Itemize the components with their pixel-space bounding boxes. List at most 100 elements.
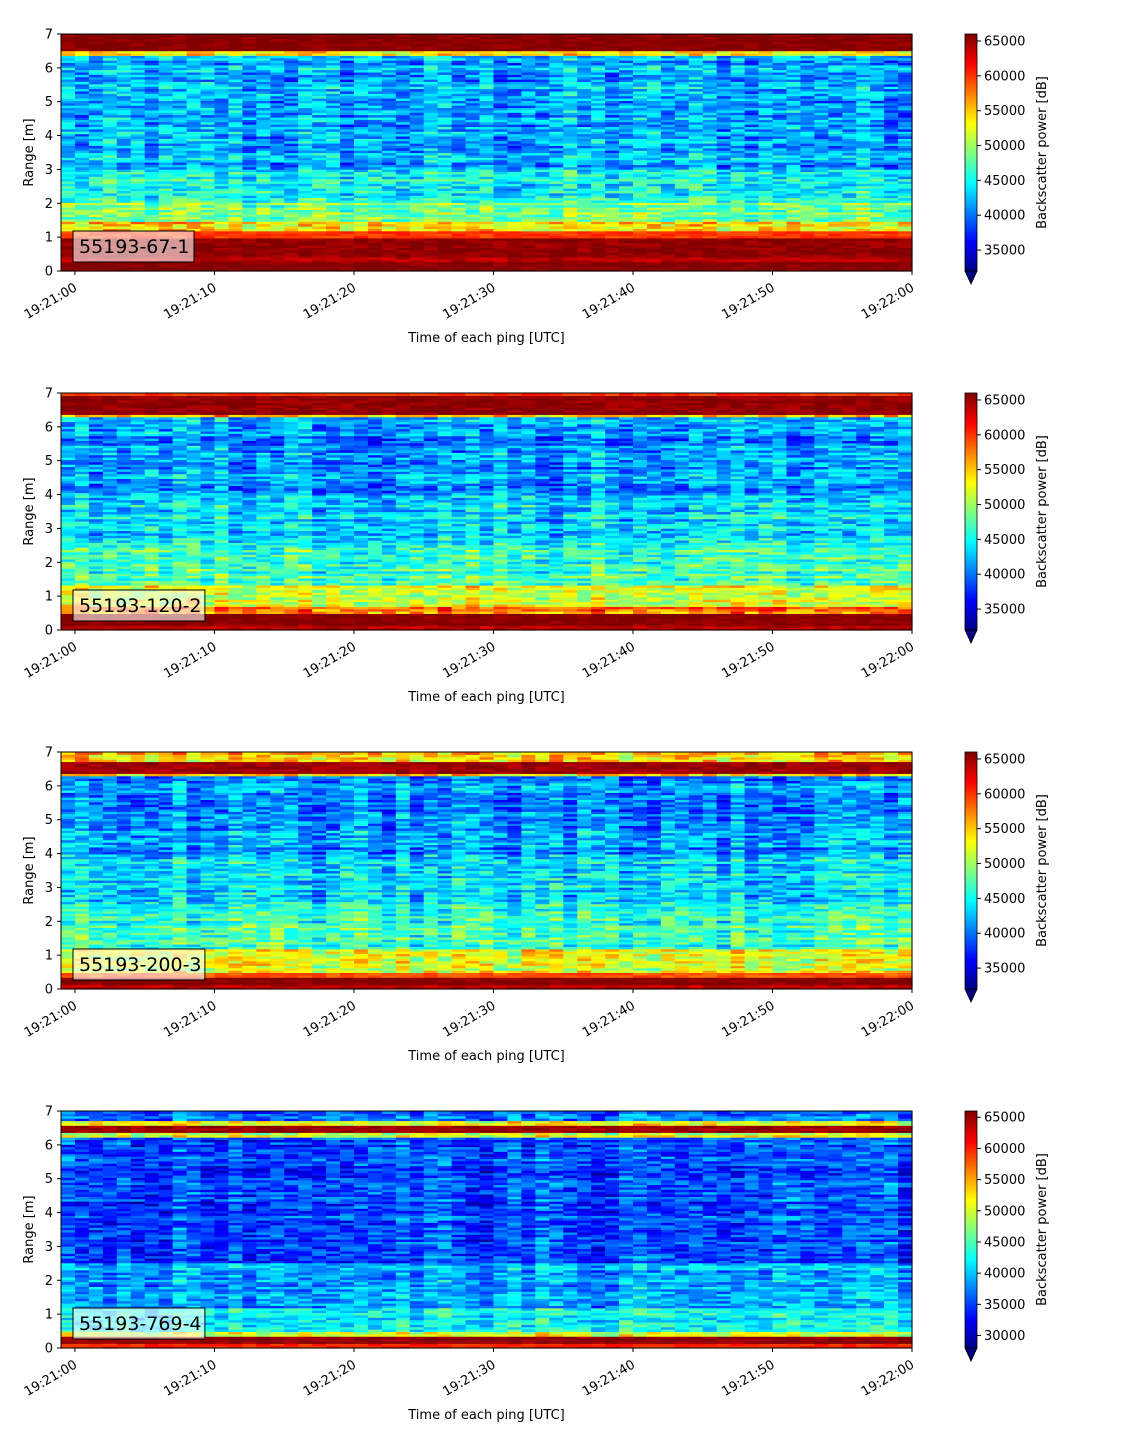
- heatmap-cell: [88, 150, 104, 154]
- heatmap-cell: [605, 244, 620, 248]
- heatmap-cell: [507, 223, 522, 227]
- heatmap-cell: [340, 188, 355, 192]
- heatmap-cell: [856, 188, 871, 192]
- heatmap-cell: [228, 211, 243, 215]
- heatmap-cell: [730, 128, 746, 132]
- heatmap-cell: [61, 157, 76, 161]
- heatmap-cell: [619, 204, 634, 208]
- heatmap-cell: [256, 183, 271, 187]
- heatmap-cell: [102, 218, 118, 222]
- heatmap-cell: [326, 178, 341, 182]
- heatmap-cell: [200, 197, 216, 201]
- heatmap-cell: [870, 150, 885, 154]
- heatmap-cell: [214, 228, 230, 232]
- heatmap-cell: [632, 133, 648, 137]
- heatmap-cell: [367, 237, 383, 241]
- heatmap-cell: [312, 135, 327, 139]
- heatmap-cell: [172, 218, 188, 222]
- heatmap-cell: [395, 211, 411, 215]
- heatmap-cell: [856, 190, 871, 194]
- heatmap-cell: [800, 233, 815, 237]
- heatmap-cell: [465, 211, 481, 215]
- heatmap-cell: [284, 254, 299, 258]
- heatmap-cell: [800, 216, 815, 220]
- heatmap-cell: [214, 145, 230, 149]
- heatmap-cell: [800, 166, 815, 170]
- heatmap-cell: [437, 233, 453, 237]
- heatmap-cell: [340, 150, 355, 154]
- heatmap-cell: [688, 154, 704, 158]
- heatmap-cell: [437, 216, 453, 220]
- heatmap-cell: [786, 166, 801, 170]
- heatmap-cell: [591, 204, 606, 208]
- heatmap-cell: [786, 263, 801, 267]
- heatmap-cell: [326, 235, 341, 239]
- heatmap-cell: [674, 171, 690, 175]
- heatmap-cell: [200, 244, 216, 248]
- heatmap-cell: [660, 188, 676, 192]
- heatmap-cell: [116, 143, 132, 146]
- heatmap-cell: [898, 199, 913, 203]
- heatmap-cell: [144, 164, 160, 168]
- heatmap-cell: [870, 192, 885, 196]
- heatmap-cell: [660, 169, 676, 173]
- heatmap-cell: [507, 240, 522, 244]
- heatmap-cell: [884, 192, 899, 196]
- heatmap-cell: [395, 216, 411, 220]
- heatmap-cell: [632, 178, 648, 182]
- heatmap-cell: [312, 199, 327, 203]
- heatmap-cell: [312, 138, 327, 142]
- heatmap-cell: [605, 197, 620, 201]
- heatmap-cell: [493, 180, 509, 184]
- heatmap-cell: [298, 233, 313, 237]
- heatmap-cell: [800, 150, 815, 154]
- heatmap-cell: [144, 169, 160, 173]
- heatmap-cell: [702, 143, 718, 146]
- heatmap-cell: [451, 185, 467, 189]
- heatmap-cell: [549, 218, 564, 222]
- heatmap-cell: [270, 202, 285, 206]
- heatmap-cell: [660, 138, 676, 142]
- heatmap-cell: [242, 173, 257, 177]
- heatmap-cell: [507, 171, 522, 175]
- heatmap-cell: [856, 237, 871, 241]
- heatmap-cell: [549, 207, 564, 210]
- heatmap-cell: [74, 161, 90, 165]
- heatmap-cell: [884, 254, 899, 258]
- heatmap-cell: [758, 169, 774, 173]
- heatmap-cell: [61, 183, 76, 187]
- heatmap-cell: [856, 147, 871, 151]
- heatmap-cell: [214, 176, 230, 180]
- heatmap-cell: [856, 209, 871, 213]
- heatmap-cell: [381, 143, 397, 146]
- heatmap-cell: [214, 131, 230, 135]
- heatmap-cell: [786, 195, 801, 199]
- heatmap-cell: [828, 221, 843, 225]
- heatmap-cell: [228, 147, 243, 151]
- heatmap-cell: [730, 171, 746, 175]
- heatmap-cell: [353, 244, 369, 248]
- heatmap-cell: [730, 150, 746, 154]
- heatmap-cell: [800, 242, 815, 246]
- heatmap-cell: [619, 247, 634, 251]
- heatmap-cell: [102, 183, 118, 187]
- heatmap-cell: [437, 143, 453, 146]
- heatmap-cell: [381, 188, 397, 192]
- heatmap-cell: [493, 185, 509, 189]
- heatmap-cell: [200, 138, 216, 142]
- heatmap-cell: [856, 249, 871, 253]
- heatmap-cell: [716, 225, 732, 229]
- heatmap-cell: [758, 230, 774, 234]
- heatmap-cell: [74, 133, 90, 137]
- heatmap-cell: [158, 202, 174, 206]
- heatmap-cell: [786, 190, 801, 194]
- heatmap-cell: [577, 188, 592, 192]
- heatmap-cell: [465, 228, 481, 232]
- heatmap-cell: [688, 185, 704, 189]
- heatmap-cell: [828, 135, 843, 139]
- heatmap-cell: [898, 235, 913, 239]
- heatmap-cell: [158, 171, 174, 175]
- heatmap-cell: [521, 173, 536, 177]
- heatmap-cell: [605, 183, 620, 187]
- heatmap-cell: [74, 183, 90, 187]
